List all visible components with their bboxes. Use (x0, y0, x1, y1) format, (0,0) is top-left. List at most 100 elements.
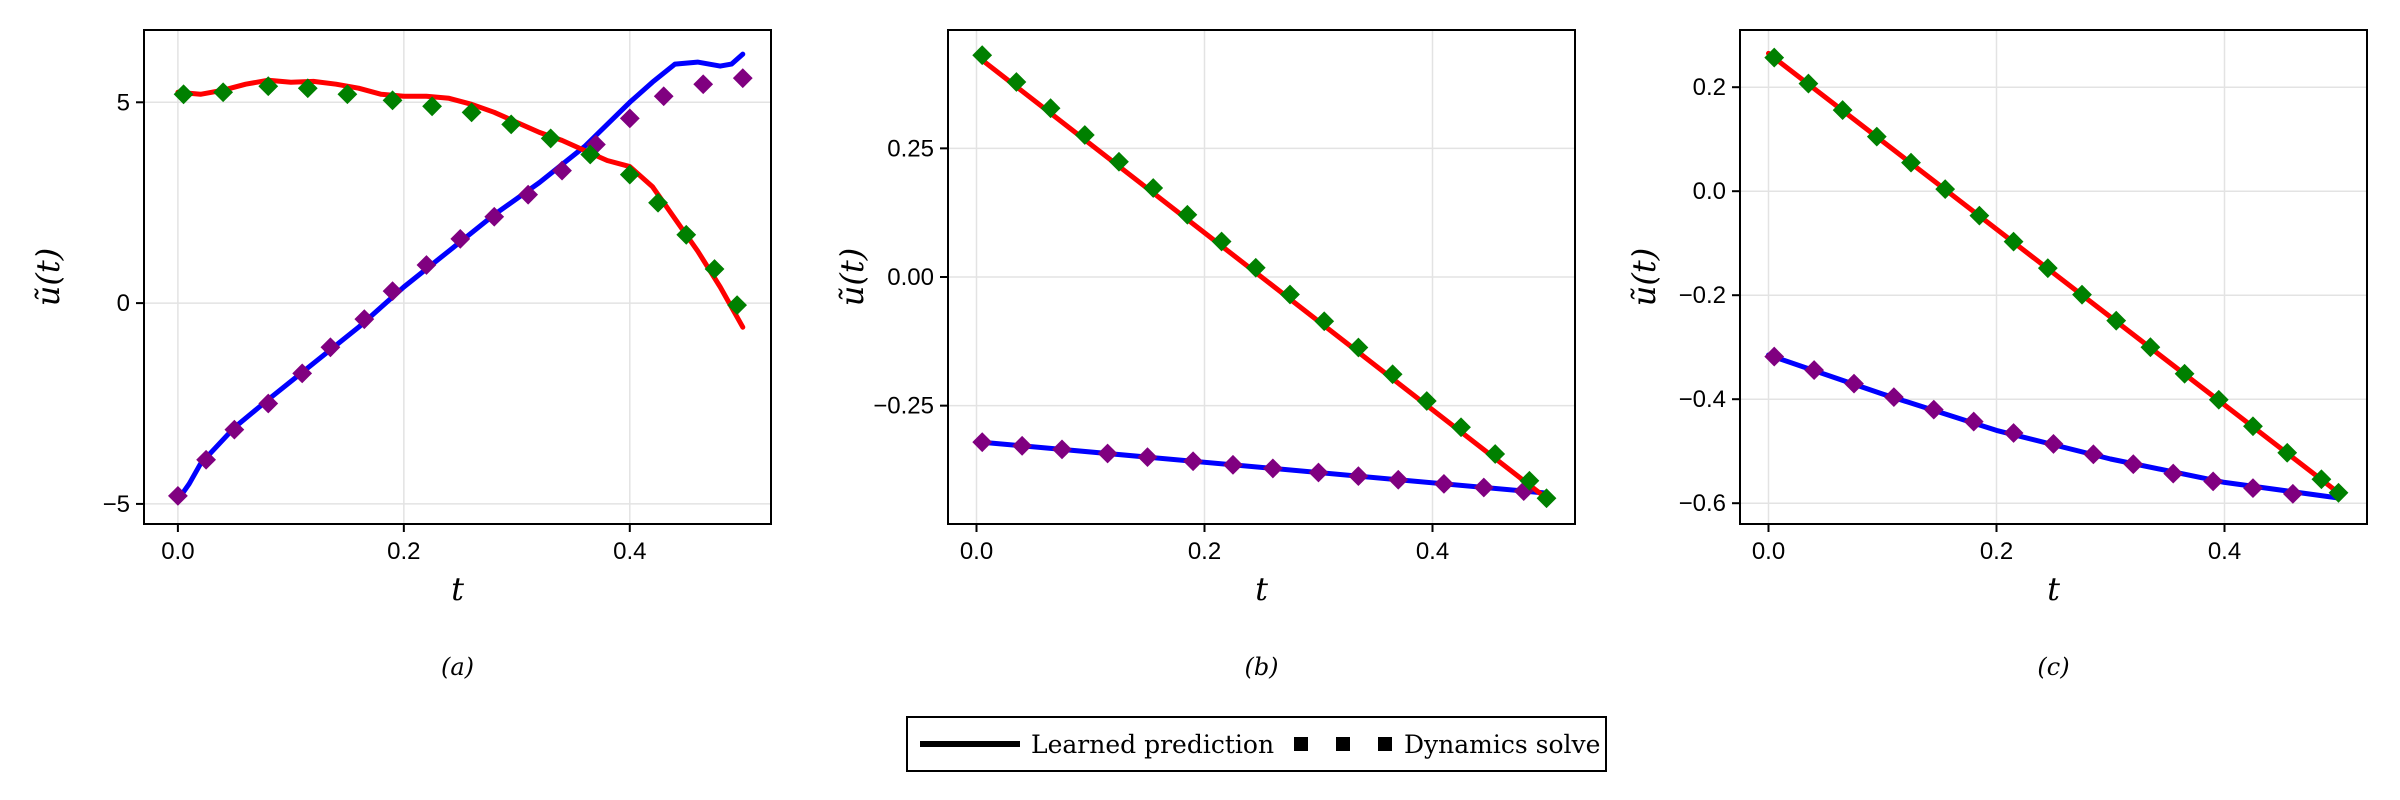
y-tick-label: −0.4 (1679, 386, 1726, 413)
data-point (1006, 72, 1027, 92)
data-point (1074, 125, 1095, 145)
y-tick-label: −5 (103, 491, 130, 518)
plot-frame (143, 29, 772, 525)
panel-label: (c) (2037, 653, 2069, 681)
data-point (1137, 447, 1158, 468)
y-tick-label: 0.00 (887, 264, 934, 291)
data-point (1844, 373, 1864, 394)
data-point (2174, 363, 2195, 384)
data-point (1485, 444, 1506, 464)
x-axis-label: t (451, 570, 464, 608)
data-point (1308, 462, 1329, 483)
y-tick-label: −0.6 (1679, 490, 1726, 517)
data-point (1223, 454, 1243, 475)
data-point (1416, 391, 1437, 411)
x-tick-label: 0.4 (1416, 538, 1449, 565)
data-point (972, 432, 993, 453)
data-point (1183, 451, 1203, 472)
data-point (1473, 477, 1494, 498)
data-point (1097, 443, 1118, 464)
data-point (320, 337, 341, 358)
series-group (168, 51, 753, 506)
data-point (168, 485, 188, 506)
data-point (2282, 483, 2303, 504)
data-point (2203, 471, 2224, 492)
y-tick-label: 0 (117, 290, 130, 317)
data-point (1963, 411, 1984, 432)
data-point (580, 144, 601, 165)
legend-dot-swatch (1336, 737, 1350, 751)
legend-label-learned: Learned prediction (1031, 730, 1274, 759)
x-axis-label: t (2047, 570, 2060, 608)
x-tick-label: 0.2 (1980, 538, 2013, 565)
data-point (693, 74, 714, 95)
data-point (1388, 469, 1409, 490)
data-point (1262, 458, 1283, 479)
data-point (382, 90, 403, 111)
data-point (1348, 337, 1369, 358)
data-point (337, 84, 358, 105)
series-line (974, 53, 1549, 501)
data-point (1245, 257, 1266, 278)
data-point (224, 419, 245, 440)
data-point (619, 164, 640, 185)
data-point (297, 78, 318, 99)
data-point (2140, 337, 2161, 358)
data-point (2043, 434, 2064, 454)
x-tick-label: 0.2 (1188, 538, 1221, 565)
data-point (704, 259, 725, 279)
data-point (354, 309, 375, 330)
data-point (1901, 152, 1921, 173)
data-point (1177, 204, 1198, 225)
data-point (173, 84, 194, 105)
chart-panel-1: 0.0 0.2 0.4 −5 0 5 t ũ(t) (a) (29, 29, 772, 681)
y-tick-label: −0.25 (873, 393, 934, 420)
data-point (1804, 360, 1825, 380)
x-tick-label: 0.2 (387, 538, 420, 565)
data-point (972, 45, 993, 66)
data-point (653, 86, 674, 107)
series-line (1766, 50, 2341, 496)
data-point (727, 295, 747, 316)
data-point (382, 281, 403, 301)
series-group (1764, 47, 2349, 504)
data-point (1143, 178, 1164, 198)
data-point (1052, 439, 1072, 460)
data-point (416, 255, 437, 275)
data-point (1764, 346, 1785, 367)
legend-label-dynamics: Dynamics solve (1404, 730, 1600, 759)
data-point (552, 160, 572, 181)
y-tick-label: 0.25 (887, 135, 934, 162)
data-point (648, 192, 668, 213)
legend: Learned prediction Dynamics solve (906, 716, 1607, 772)
data-point (676, 224, 697, 245)
data-point (732, 68, 753, 89)
data-point (2243, 478, 2263, 499)
legend-frame (906, 716, 1607, 772)
y-axis-label: ũ(t) (29, 248, 67, 306)
data-point (1832, 100, 1853, 120)
data-point (2328, 482, 2349, 503)
panel-label: (a) (441, 653, 474, 681)
data-point (196, 449, 216, 470)
data-point (2083, 444, 2104, 465)
y-tick-label: 0.2 (1693, 74, 1726, 101)
plot-frame (1739, 29, 2368, 525)
data-point (2123, 454, 2144, 475)
data-point (1434, 473, 1454, 494)
data-point (2106, 310, 2127, 331)
series-line (175, 51, 746, 503)
data-point (1012, 435, 1033, 456)
data-point (1348, 466, 1369, 487)
x-tick-label: 0.4 (613, 538, 646, 565)
x-tick-label: 0.0 (161, 538, 194, 565)
data-point (1923, 399, 1944, 420)
data-point (213, 82, 234, 103)
data-point (1040, 98, 1061, 119)
legend-dot-swatch (1294, 737, 1308, 751)
data-point (2163, 463, 2184, 484)
x-tick-label: 0.0 (1752, 538, 1785, 565)
x-axis-label: t (1255, 570, 1268, 608)
